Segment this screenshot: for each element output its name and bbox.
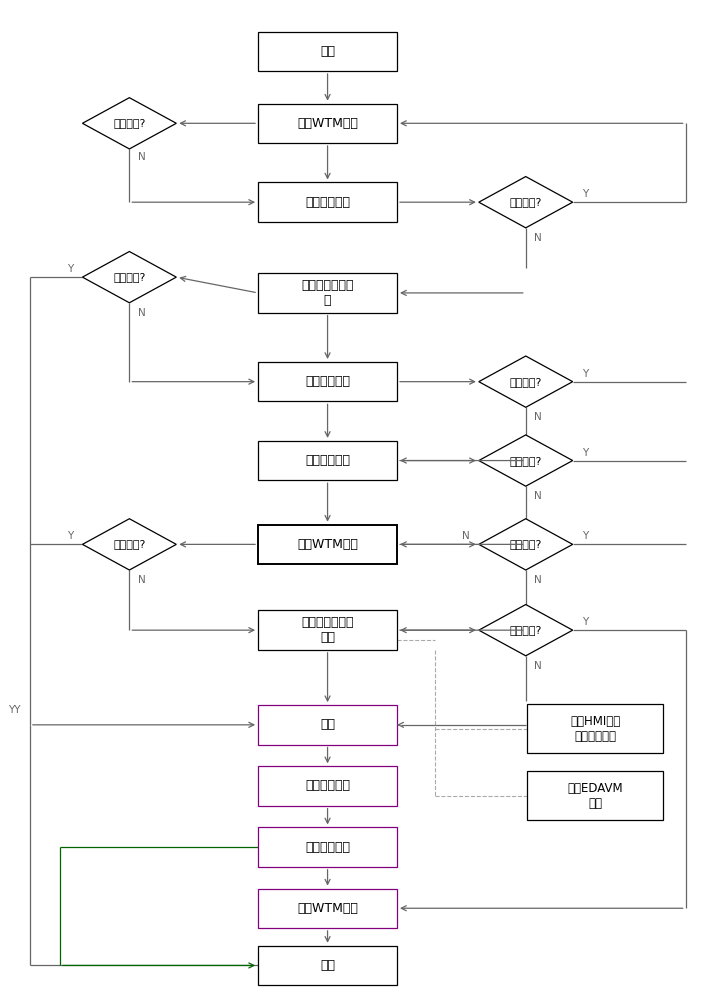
Text: N: N xyxy=(535,233,542,243)
FancyBboxPatch shape xyxy=(258,273,397,313)
FancyBboxPatch shape xyxy=(258,525,397,564)
Text: 通过EDAVM
分析: 通过EDAVM 分析 xyxy=(567,782,623,810)
FancyBboxPatch shape xyxy=(528,704,663,753)
Text: N: N xyxy=(535,575,542,585)
Text: 加载失败?: 加载失败? xyxy=(510,456,542,466)
Text: N: N xyxy=(535,661,542,671)
Text: Y: Y xyxy=(582,617,589,627)
Polygon shape xyxy=(479,605,573,656)
Text: 断开主控连接: 断开主控连接 xyxy=(305,779,350,792)
Text: 连接失败?: 连接失败? xyxy=(113,272,146,282)
Text: Y: Y xyxy=(582,531,589,541)
FancyBboxPatch shape xyxy=(258,889,397,928)
FancyBboxPatch shape xyxy=(528,771,663,820)
Text: 开始: 开始 xyxy=(320,45,335,58)
FancyBboxPatch shape xyxy=(258,32,397,71)
Text: Y: Y xyxy=(582,369,589,379)
Text: 加载通信模块: 加载通信模块 xyxy=(305,196,350,209)
Text: 加载WTM模块: 加载WTM模块 xyxy=(297,117,358,130)
Polygon shape xyxy=(479,356,573,407)
Text: Y: Y xyxy=(67,264,73,274)
Text: Y: Y xyxy=(67,531,73,541)
FancyBboxPatch shape xyxy=(258,610,397,650)
Text: 停止: 停止 xyxy=(320,718,335,731)
Polygon shape xyxy=(82,251,176,303)
Text: YY: YY xyxy=(9,705,21,715)
FancyBboxPatch shape xyxy=(258,441,397,480)
Text: 将运行参数写入
主控: 将运行参数写入 主控 xyxy=(301,616,354,644)
Text: N: N xyxy=(535,491,542,501)
Text: 加载风况模块: 加载风况模块 xyxy=(305,454,350,467)
Text: 运行WTM模块: 运行WTM模块 xyxy=(297,538,358,551)
Text: 通过HMI观察
主控运行状态: 通过HMI观察 主控运行状态 xyxy=(570,715,621,743)
Polygon shape xyxy=(479,519,573,570)
FancyBboxPatch shape xyxy=(258,362,397,401)
Text: 读取失败?: 读取失败? xyxy=(510,377,542,387)
Polygon shape xyxy=(82,519,176,570)
Text: 写入失败?: 写入失败? xyxy=(510,625,542,635)
Text: 建立和主控的连
接: 建立和主控的连 接 xyxy=(301,279,354,307)
Text: 加载失败?: 加载失败? xyxy=(113,118,146,128)
Text: 释放WTM模块: 释放WTM模块 xyxy=(297,902,358,915)
FancyBboxPatch shape xyxy=(258,104,397,143)
FancyBboxPatch shape xyxy=(258,705,397,745)
FancyBboxPatch shape xyxy=(258,946,397,985)
Polygon shape xyxy=(479,177,573,228)
Text: Y: Y xyxy=(582,448,589,458)
Text: N: N xyxy=(462,531,470,541)
Text: N: N xyxy=(535,412,542,422)
FancyBboxPatch shape xyxy=(258,182,397,222)
Text: Y: Y xyxy=(582,189,589,199)
Text: 停止仿真?: 停止仿真? xyxy=(510,539,542,549)
FancyBboxPatch shape xyxy=(258,766,397,806)
Text: 退出: 退出 xyxy=(320,959,335,972)
Text: 读取主控参数: 读取主控参数 xyxy=(305,375,350,388)
Text: 释放通信模块: 释放通信模块 xyxy=(305,841,350,854)
Text: 运行失败?: 运行失败? xyxy=(113,539,146,549)
Polygon shape xyxy=(479,435,573,486)
Polygon shape xyxy=(82,98,176,149)
FancyBboxPatch shape xyxy=(258,827,397,867)
Text: N: N xyxy=(138,575,146,585)
Text: N: N xyxy=(138,308,146,318)
Text: N: N xyxy=(138,152,146,162)
Text: 加载失败?: 加载失败? xyxy=(510,197,542,207)
